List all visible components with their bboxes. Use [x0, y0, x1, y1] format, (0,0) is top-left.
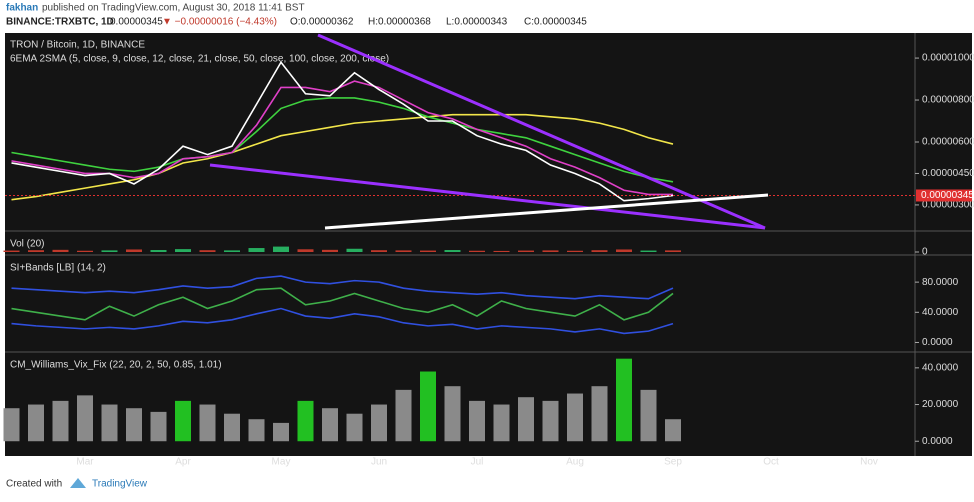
bar — [322, 408, 338, 441]
x-tick-label: Jul — [471, 457, 484, 468]
published: published on TradingView.com, August 30,… — [42, 3, 305, 14]
bar — [175, 401, 191, 441]
bar — [396, 250, 412, 252]
bar — [494, 251, 510, 252]
bar — [53, 250, 69, 252]
bar — [249, 419, 265, 441]
bar — [371, 405, 387, 442]
bar — [273, 247, 289, 252]
panel-title: TRON / Bitcoin, 1D, BINANCE — [10, 40, 145, 51]
bar — [469, 401, 485, 441]
bar — [616, 249, 632, 252]
x-tick-label: Jun — [371, 457, 387, 468]
bar — [200, 405, 216, 442]
bar — [4, 408, 20, 441]
bar — [518, 397, 534, 441]
bar — [371, 250, 387, 252]
x-tick-label: May — [272, 457, 291, 468]
bar — [151, 412, 167, 441]
bar — [445, 386, 461, 441]
ohlc-value: C:0.00000345 — [524, 17, 587, 28]
y-tick-label: 80.0000 — [922, 277, 959, 288]
bar — [298, 249, 314, 252]
bar — [4, 251, 20, 252]
last-price-label: 0.00000345 — [921, 190, 974, 201]
bar — [151, 250, 167, 252]
chart-bg — [5, 33, 972, 456]
bar — [200, 250, 216, 252]
bar — [175, 249, 191, 252]
change: ▼ −0.00000016 (−4.43%) — [162, 17, 277, 28]
ohlc: O:0.00000362 H:0.00000368 L:0.00000343 C:0.… — [290, 17, 587, 28]
ohlc-value: O:0.00000362 — [290, 17, 354, 28]
bar — [396, 390, 412, 441]
bar — [420, 251, 436, 252]
x-tick-label: Apr — [175, 457, 191, 468]
bar — [543, 250, 559, 252]
bar — [543, 401, 559, 441]
bar — [126, 249, 142, 252]
bar — [298, 401, 314, 441]
bar — [494, 405, 510, 442]
x-tick-label: Mar — [76, 457, 94, 468]
y-tick-label: 0.00001000 — [922, 53, 974, 64]
bar — [102, 405, 118, 442]
bar — [249, 248, 265, 252]
bar — [28, 250, 44, 252]
bar — [77, 395, 93, 441]
footer-created: Created with — [6, 479, 62, 490]
bar — [53, 401, 69, 441]
y-tick-label: 20.0000 — [922, 399, 959, 410]
bar — [567, 251, 583, 252]
bar — [102, 250, 118, 252]
panel-subtitle: 6EMA 2SMA (5, close, 9, close, 12, close… — [10, 54, 389, 65]
footer-brand[interactable]: TradingView — [92, 479, 148, 490]
symbol: BINANCE:TRXBTC, 1D — [6, 17, 114, 28]
bar — [224, 250, 240, 252]
bar — [592, 250, 608, 252]
bar — [273, 423, 289, 441]
bar — [641, 390, 657, 441]
panel-title: CM_Williams_Vix_Fix (22, 20, 2, 50, 0.85… — [10, 360, 222, 371]
bar — [322, 250, 338, 252]
bar — [616, 359, 632, 442]
x-tick-label: Sep — [664, 457, 682, 468]
x-tick-label: Aug — [566, 457, 584, 468]
x-tick-label: Oct — [763, 457, 779, 468]
author[interactable]: fakhan — [6, 3, 38, 14]
ohlc-value: H:0.00000368 — [368, 17, 431, 28]
bar — [126, 408, 142, 441]
bar — [445, 250, 461, 252]
y-tick-label: 40.0000 — [922, 362, 959, 373]
bar — [347, 249, 363, 252]
bar — [567, 394, 583, 442]
y-tick-label: 0 — [922, 247, 928, 258]
y-tick-label: 0.0000 — [922, 337, 953, 348]
price: 0.00000345 — [110, 17, 163, 28]
panel-title: Vol (20) — [10, 239, 44, 250]
y-tick-label: 40.0000 — [922, 307, 959, 318]
y-tick-label: 0.00000800 — [922, 95, 974, 106]
bar — [224, 414, 240, 442]
y-tick-label: 0.0000 — [922, 436, 953, 447]
ohlc-value: L:0.00000343 — [446, 17, 508, 28]
panel-title: SI+Bands [LB] (14, 2) — [10, 263, 106, 274]
bar — [469, 251, 485, 252]
bar — [347, 414, 363, 442]
bar — [592, 386, 608, 441]
logo — [70, 478, 86, 488]
bar — [665, 250, 681, 252]
y-tick-label: 0.00000600 — [922, 137, 974, 148]
x-tick-label: Nov — [860, 457, 878, 468]
bar — [665, 419, 681, 441]
bar — [420, 372, 436, 442]
y-tick-label: 0.00000450 — [922, 168, 974, 179]
bar — [518, 251, 534, 252]
bar — [28, 405, 44, 442]
bar — [641, 251, 657, 252]
bar — [77, 251, 93, 252]
